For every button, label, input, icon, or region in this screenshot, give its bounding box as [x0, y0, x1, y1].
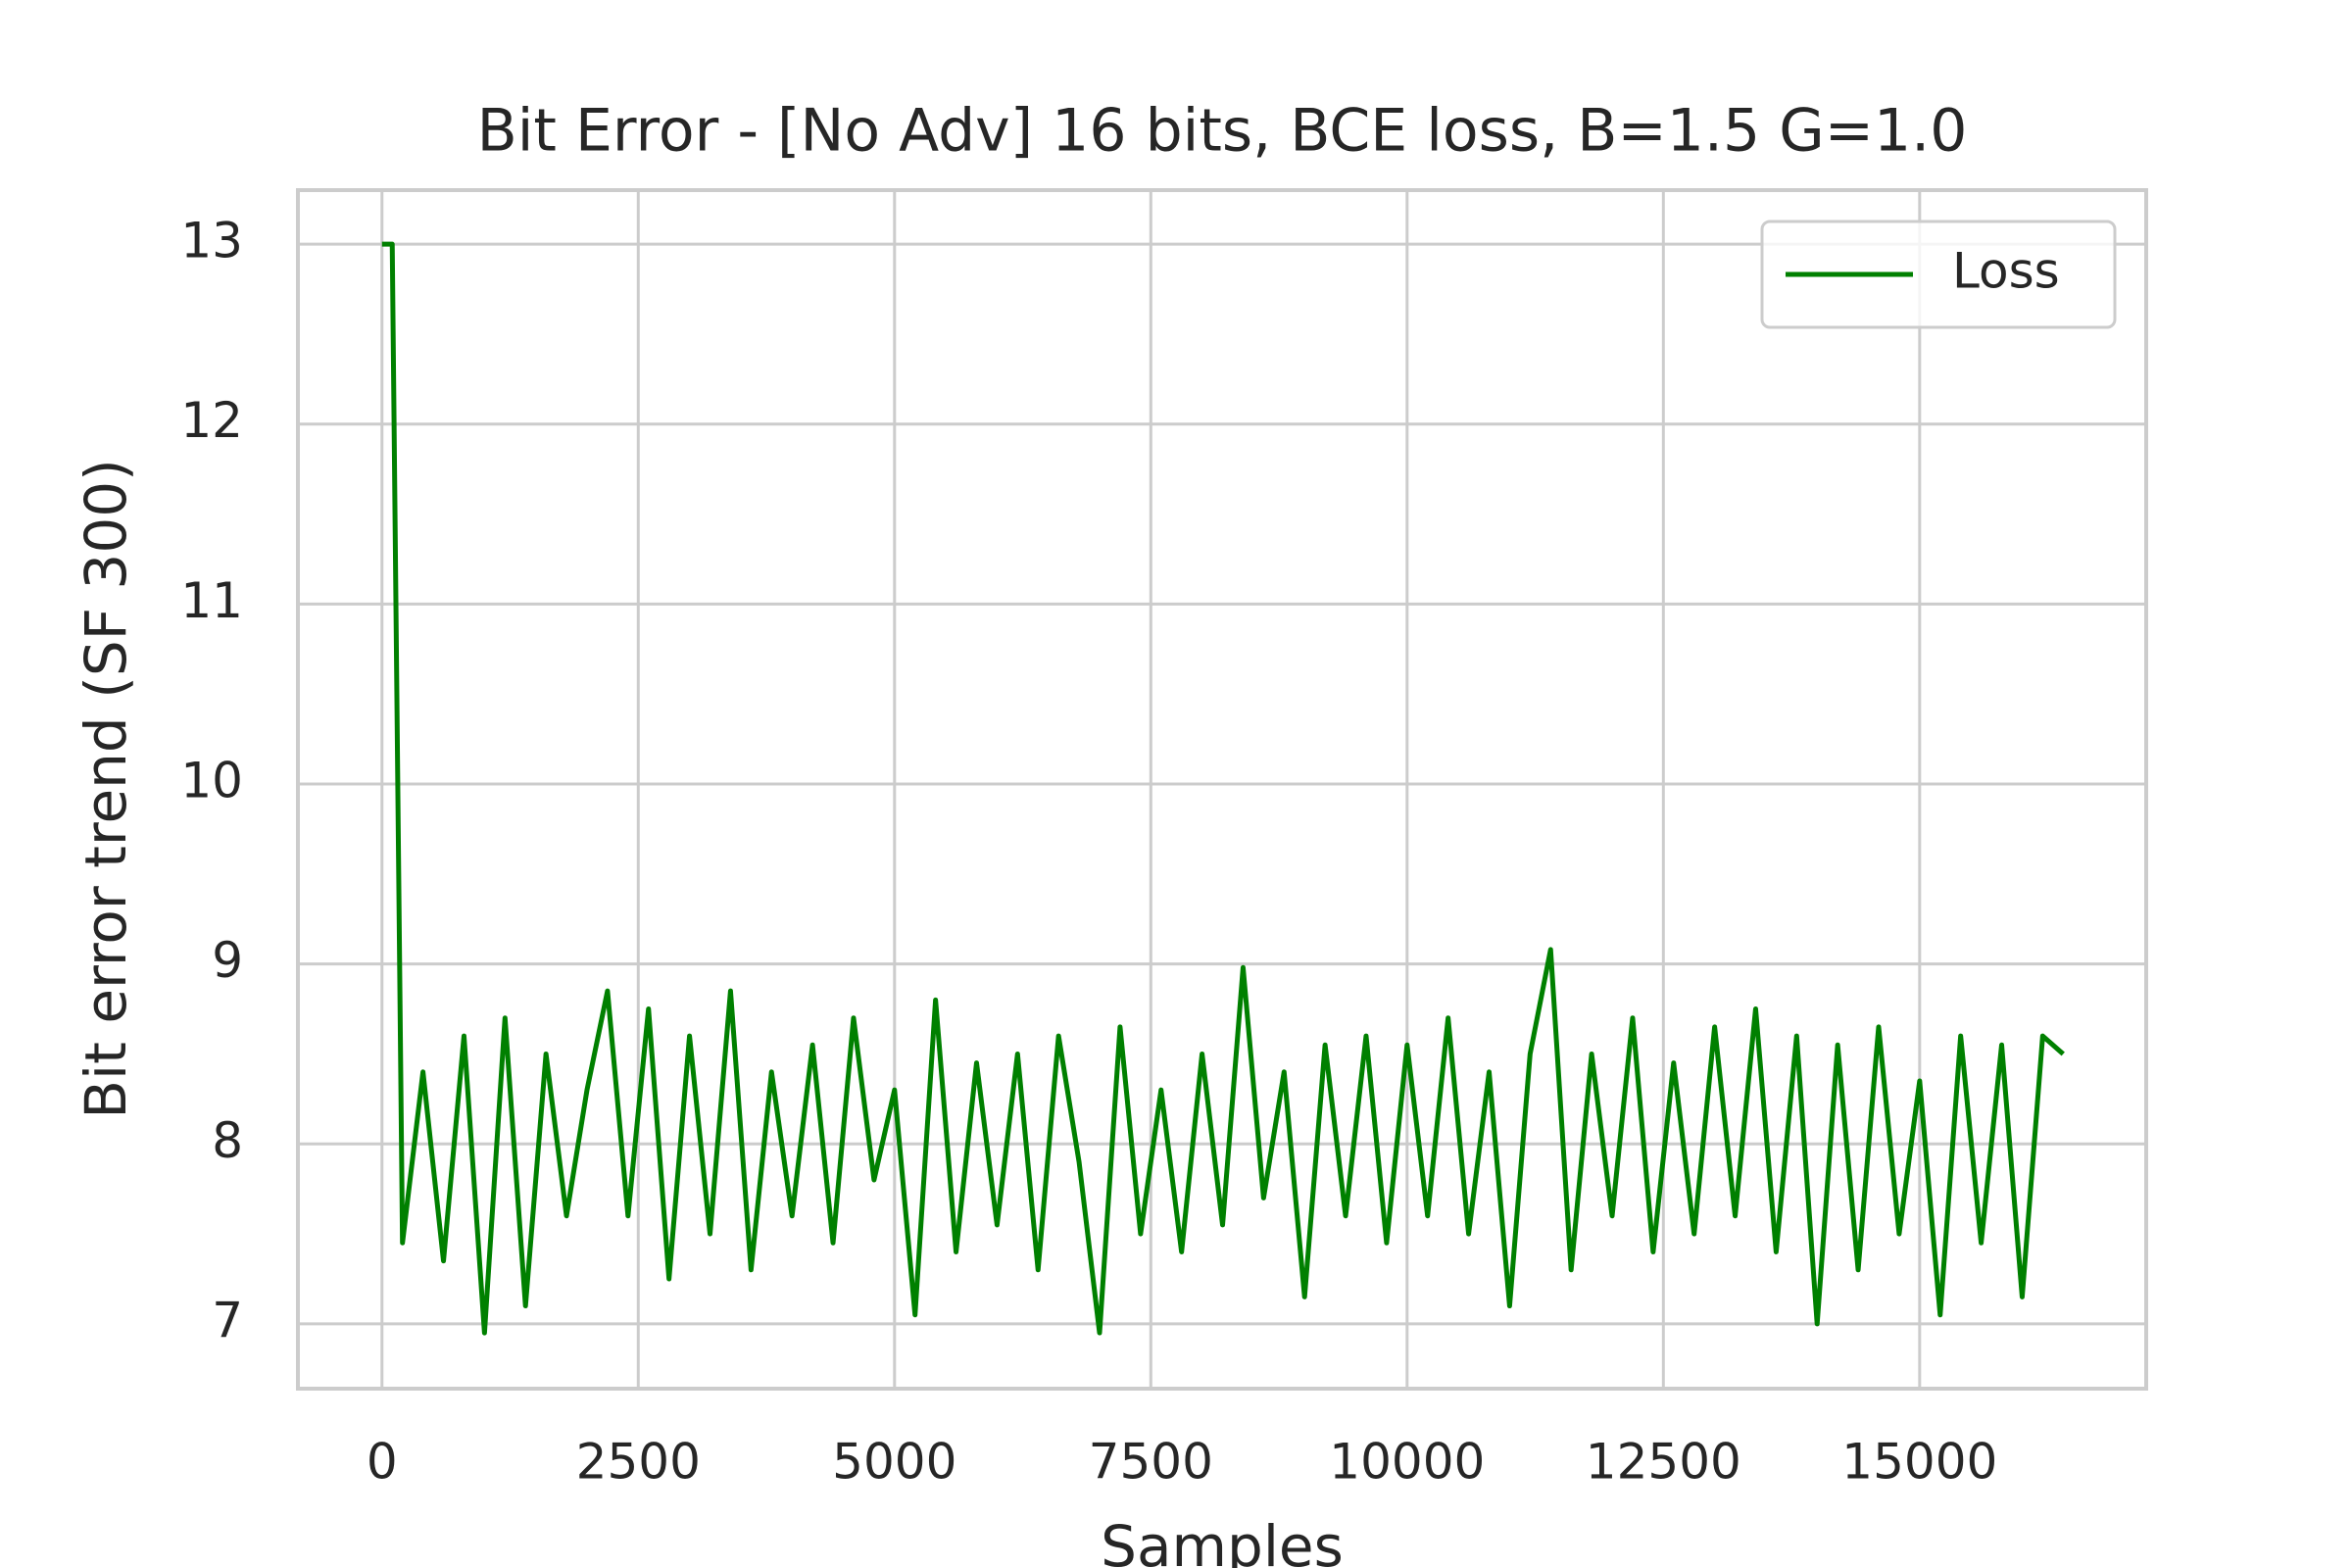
y-tick-label: 12: [180, 392, 243, 449]
y-tick-label: 11: [180, 572, 243, 629]
plot-frame: [296, 188, 2148, 1391]
legend: Loss: [1760, 220, 2117, 329]
y-axis-label: Bit error trend (SF 300): [73, 459, 139, 1119]
y-tick-label: 7: [212, 1292, 243, 1348]
x-tick-label: 15000: [1841, 1434, 1997, 1491]
legend-box: [1760, 220, 2117, 329]
x-tick-label: 2500: [576, 1434, 701, 1491]
y-tick-label: 13: [180, 213, 243, 270]
chart-title: Bit Error - [No Adv] 16 bits, BCE loss, …: [477, 97, 1968, 166]
x-tick-label: 7500: [1089, 1434, 1213, 1491]
y-tick-label: 9: [212, 932, 243, 989]
x-tick-label: 0: [367, 1434, 398, 1491]
x-tick-label: 12500: [1586, 1434, 1741, 1491]
legend-label: Loss: [1952, 243, 2060, 300]
y-tick-label: 8: [212, 1112, 243, 1169]
data-line: [381, 241, 2065, 1336]
x-tick-label: 10000: [1329, 1434, 1485, 1491]
x-axis-label: Samples: [1101, 1513, 1344, 1568]
x-tick-label: 5000: [832, 1434, 956, 1491]
y-tick-label: 10: [180, 752, 243, 808]
